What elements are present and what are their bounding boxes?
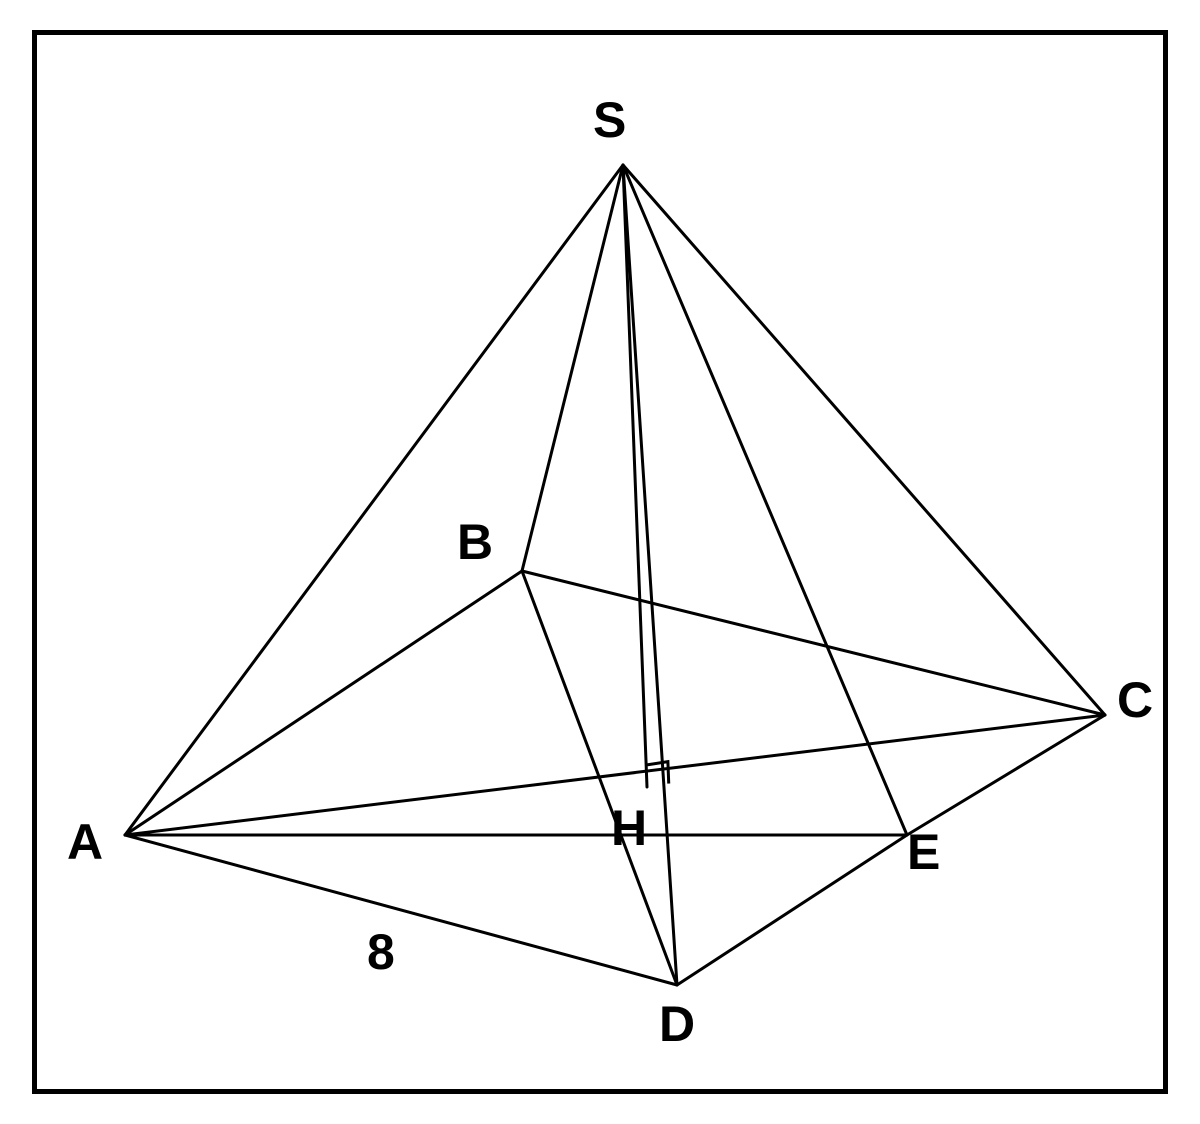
label-E: E bbox=[907, 823, 940, 881]
label-D: D bbox=[659, 995, 695, 1053]
geometry-svg bbox=[37, 35, 1163, 1089]
label-B: B bbox=[457, 513, 493, 571]
diagram-frame: S A B C D E H 8 bbox=[32, 30, 1168, 1094]
label-H: H bbox=[611, 799, 647, 857]
label-C: C bbox=[1117, 671, 1153, 729]
label-S: S bbox=[593, 91, 626, 149]
label-A: A bbox=[67, 813, 103, 871]
label-edge-AD: 8 bbox=[367, 923, 395, 981]
